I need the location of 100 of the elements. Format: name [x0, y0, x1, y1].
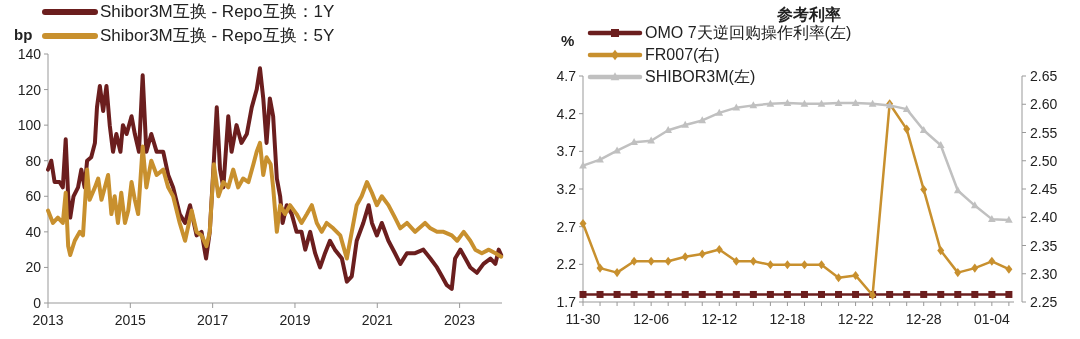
point	[630, 290, 638, 298]
x-tick-label: 01-04	[973, 311, 1010, 327]
point	[681, 290, 689, 298]
legend-label: FR007(右)	[645, 46, 720, 63]
y-tick-label: 3.7	[556, 143, 577, 160]
point	[783, 98, 792, 106]
point	[698, 116, 707, 124]
point	[1005, 215, 1013, 223]
point	[818, 290, 825, 298]
point	[1005, 264, 1013, 274]
y-axis-title: %	[561, 32, 575, 49]
x-tick-label: 2021	[361, 312, 394, 328]
x-tick-label: 2015	[114, 312, 147, 328]
point	[715, 290, 723, 298]
legend-label: Shibor3M互换 - Repo互换：1Y	[100, 2, 335, 21]
x-tick-label: 12-12	[701, 311, 738, 327]
point	[664, 126, 673, 134]
y2-tick-label: 2.65	[1030, 68, 1058, 84]
y2-tick-label: 2.60	[1030, 96, 1058, 113]
point	[936, 141, 945, 149]
point	[579, 290, 587, 298]
point	[971, 290, 979, 298]
x-tick-label: 2013	[32, 312, 64, 328]
point	[953, 186, 962, 194]
point	[715, 244, 723, 255]
x-tick-label: 11-30	[565, 311, 601, 327]
point	[937, 290, 945, 298]
point	[903, 124, 911, 134]
x-tick-label: 2017	[197, 312, 229, 328]
point	[1005, 290, 1013, 298]
point	[818, 260, 825, 270]
point	[868, 99, 877, 107]
point	[579, 218, 587, 229]
point	[783, 290, 791, 298]
point	[664, 256, 672, 266]
point	[919, 126, 928, 134]
point	[766, 260, 774, 270]
point	[920, 290, 928, 298]
x-tick-label: 12-18	[769, 311, 806, 327]
y-tick-label: 4.7	[556, 68, 577, 84]
y-tick-label: 80	[25, 152, 42, 169]
point	[988, 256, 996, 266]
y2-tick-label: 2.30	[1030, 265, 1058, 282]
point	[834, 98, 843, 106]
point	[647, 136, 655, 144]
y-tick-label: 40	[25, 223, 42, 240]
point	[886, 290, 894, 298]
point	[613, 268, 621, 278]
x-tick-label: 12-22	[837, 311, 874, 327]
x-tick-label: 12-28	[905, 311, 942, 327]
point	[749, 290, 757, 298]
point	[647, 290, 655, 298]
point	[851, 98, 860, 106]
legend-label: Shibor3M互换 - Repo互换：5Y	[100, 26, 335, 45]
point	[902, 104, 911, 112]
y-tick-label: 1.7	[556, 294, 577, 310]
y-tick-label: 60	[25, 188, 42, 205]
y-tick-label: 140	[17, 46, 42, 62]
point	[596, 263, 604, 273]
y-tick-label: 2.7	[556, 218, 577, 235]
point	[817, 99, 826, 107]
point	[630, 138, 638, 146]
y2-tick-label: 2.50	[1030, 152, 1058, 169]
y-tick-label: 4.2	[556, 105, 577, 122]
point	[920, 185, 928, 195]
point	[852, 290, 860, 298]
point	[852, 270, 860, 280]
point	[988, 290, 996, 298]
point	[903, 290, 911, 298]
point	[715, 108, 724, 116]
point	[800, 99, 809, 107]
point	[681, 120, 690, 128]
point	[698, 249, 706, 259]
point	[647, 256, 655, 266]
point	[835, 273, 843, 283]
point	[732, 256, 740, 266]
x-tick-label: 2019	[279, 312, 311, 328]
y2-tick-label: 2.45	[1030, 181, 1058, 197]
point	[596, 290, 604, 298]
y-tick-label: 120	[17, 81, 42, 98]
y2-tick-label: 2.40	[1030, 209, 1058, 226]
point	[630, 256, 638, 266]
x-tick-label: 12-06	[633, 311, 670, 327]
point	[613, 290, 621, 298]
y-tick-label: 3.2	[556, 181, 577, 197]
point	[732, 290, 740, 298]
point	[800, 290, 808, 298]
y-tick-label: 2.2	[556, 256, 577, 273]
point	[749, 101, 758, 109]
x-tick-label: 2023	[444, 312, 476, 328]
point	[988, 214, 996, 222]
point	[698, 290, 706, 298]
point	[783, 260, 791, 270]
point	[954, 290, 962, 298]
point	[749, 256, 757, 266]
y2-tick-label: 2.25	[1030, 294, 1058, 310]
point	[835, 290, 843, 298]
point	[766, 99, 775, 107]
legend-label: SHIBOR3M(左)	[645, 68, 756, 85]
point	[937, 246, 945, 256]
